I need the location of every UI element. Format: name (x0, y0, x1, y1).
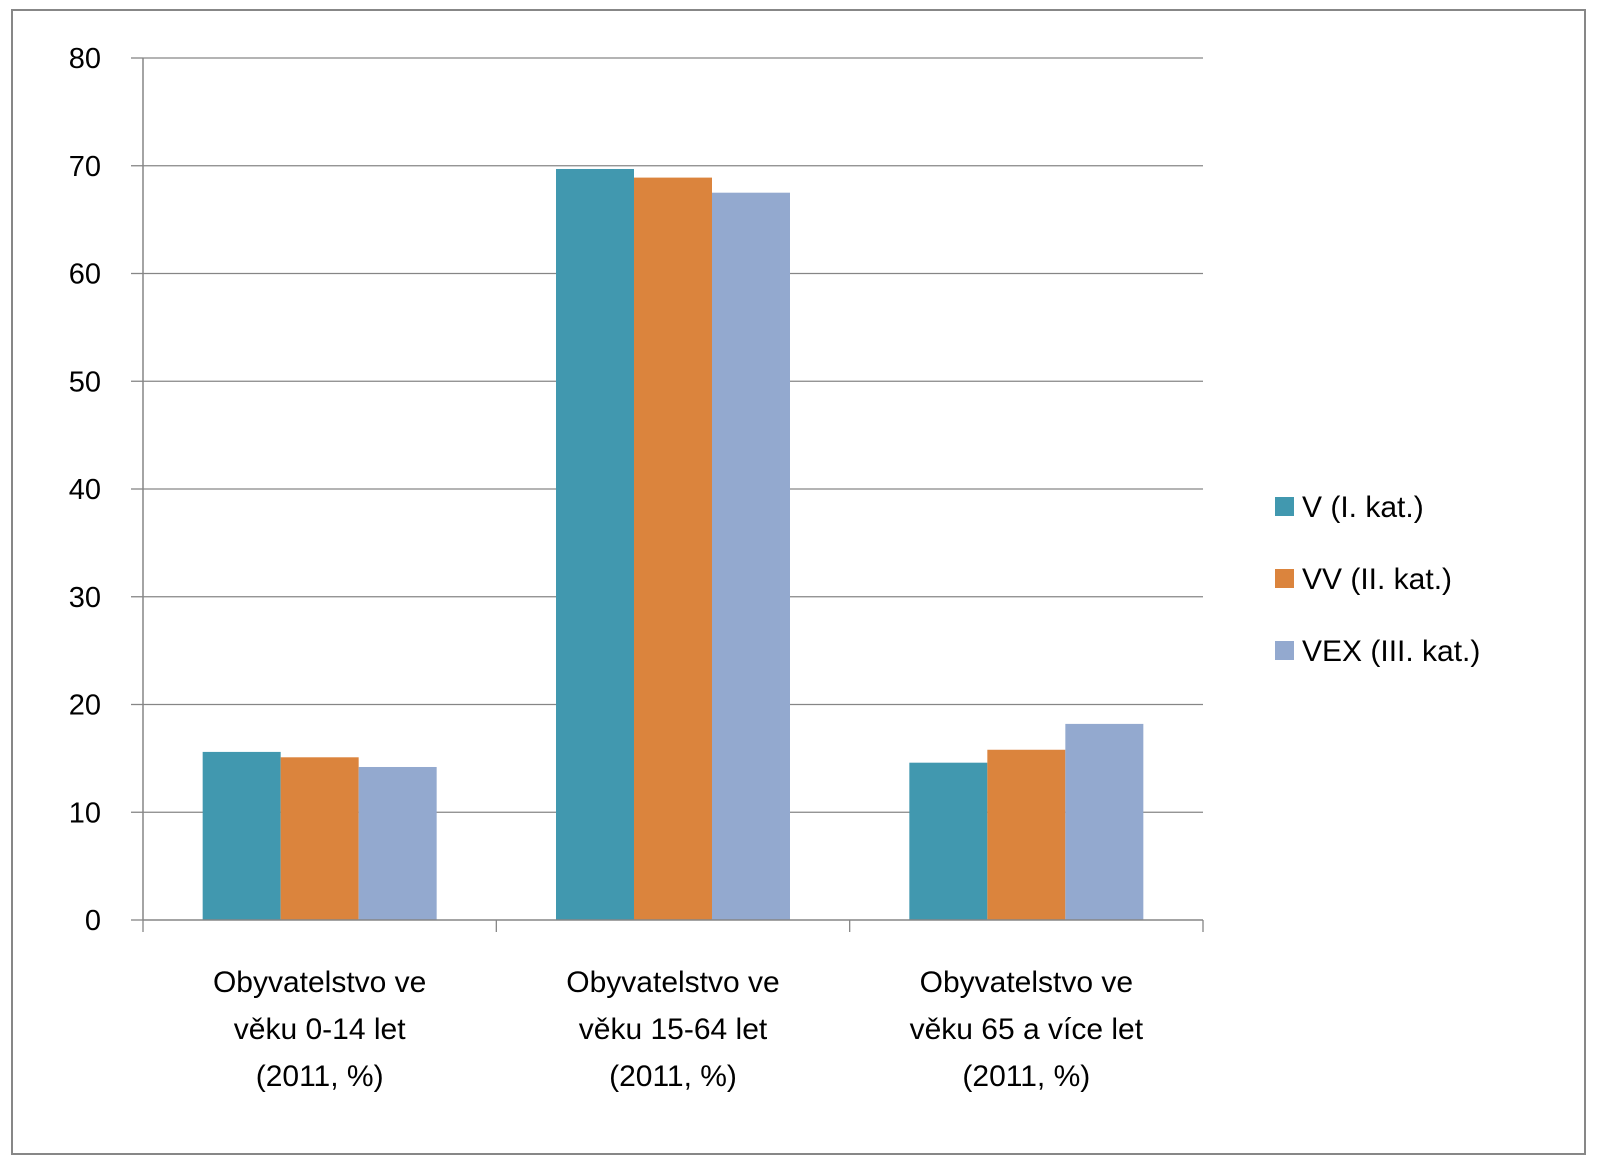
bar (358, 766, 437, 920)
bar (712, 192, 790, 920)
bar (556, 168, 634, 921)
axes (131, 57, 1204, 932)
y-tick-label: 0 (85, 905, 101, 937)
legend-label: V (I. kat.) (1302, 491, 1424, 524)
x-category-label-line: Obyvatelstvo ve (920, 966, 1133, 999)
x-category-label-line: Obyvatelstvo ve (213, 966, 426, 999)
chart-frame: 0 10 20 30 40 50 60 70 80 Obyvatelstvo ve věku 0-… (11, 9, 1586, 1155)
y-tick-label: 40 (69, 474, 101, 506)
x-category-label: Obyvatelstvo ve věku 15-64 let (2011, %) (566, 966, 779, 1093)
x-category-label: Obyvatelstvo ve věku 0-14 let (2011, %) (213, 966, 426, 1093)
bar (634, 177, 712, 921)
bar-chart: 0 10 20 30 40 50 60 70 80 Obyvatelstvo ve věku 0-… (69, 43, 1481, 1093)
y-tick-label: 20 (69, 690, 101, 722)
y-tick-label: 70 (69, 151, 101, 183)
x-category-label: Obyvatelstvo ve věku 65 a více let (2011, … (910, 966, 1144, 1093)
bars (202, 168, 1144, 921)
y-tick-label: 50 (69, 366, 101, 398)
x-category-label-line: Obyvatelstvo ve (566, 966, 779, 999)
x-category-label-line: věku 0-14 let (234, 1013, 406, 1046)
legend-label: VV (II. kat.) (1302, 563, 1452, 596)
y-tick-label: 10 (69, 797, 101, 829)
bar (280, 757, 359, 920)
legend-swatch (1275, 569, 1294, 588)
legend-swatch (1275, 641, 1294, 660)
y-tick-labels: 0 10 20 30 40 50 60 70 80 (69, 43, 101, 937)
bar (987, 749, 1066, 920)
bar (909, 762, 988, 920)
x-category-label-line: (2011, %) (609, 1060, 737, 1093)
x-category-labels: Obyvatelstvo ve věku 0-14 let (2011, %)Oby… (213, 966, 1144, 1093)
y-tick-label: 60 (69, 259, 101, 291)
x-category-label-line: věku 15-64 let (579, 1013, 768, 1046)
y-tick-label: 30 (69, 582, 101, 614)
x-category-label-line: (2011, %) (256, 1060, 384, 1093)
legend-swatch (1275, 497, 1294, 516)
x-category-label-line: věku 65 a více let (910, 1013, 1144, 1046)
legend: V (I. kat.) VV (II. kat.) VEX (III. kat.) (1275, 491, 1480, 668)
bar (202, 751, 281, 920)
x-category-label-line: (2011, %) (962, 1060, 1090, 1093)
bar (1065, 723, 1144, 920)
legend-label: VEX (III. kat.) (1302, 635, 1480, 668)
y-tick-label: 80 (69, 43, 101, 75)
